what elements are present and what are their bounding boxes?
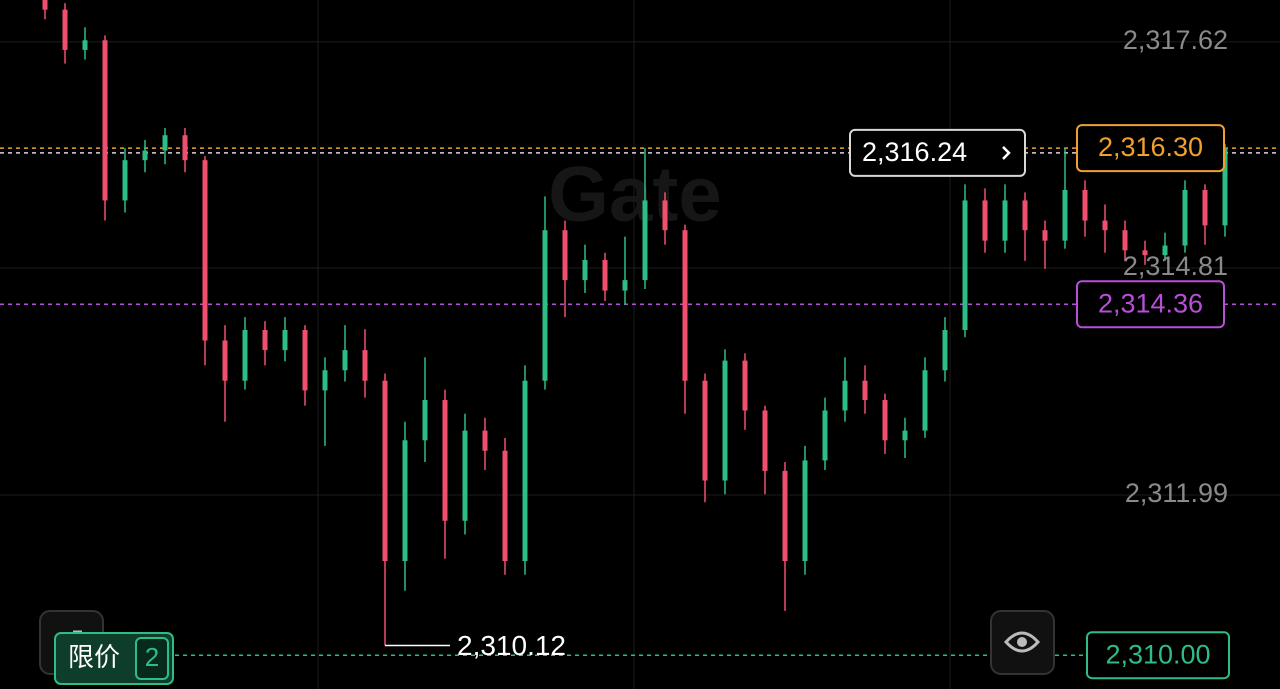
price-tag-label: 2,316.24 bbox=[862, 137, 967, 167]
candle-body bbox=[382, 380, 388, 562]
candle-body bbox=[502, 450, 508, 562]
candle-body bbox=[482, 430, 488, 451]
candle-body bbox=[662, 200, 668, 231]
candle-body bbox=[1122, 230, 1128, 251]
candle-body bbox=[122, 160, 128, 201]
candle-body bbox=[562, 230, 568, 281]
candle-body bbox=[1222, 148, 1228, 226]
candle-body bbox=[62, 9, 68, 50]
candle-body bbox=[842, 380, 848, 411]
price-tag-label: 2,310.00 bbox=[1105, 639, 1210, 669]
candle-body bbox=[302, 330, 308, 391]
candle-body bbox=[1042, 230, 1048, 241]
watermark: Gate bbox=[548, 150, 721, 238]
candle-body bbox=[962, 200, 968, 331]
order-tag[interactable]: 限价 2 bbox=[54, 632, 174, 685]
candle-body bbox=[722, 360, 728, 481]
candle-body bbox=[1102, 220, 1108, 231]
candle-body bbox=[362, 350, 368, 381]
price-lines bbox=[0, 147, 1280, 656]
candle-body bbox=[862, 380, 868, 401]
eye-pupil bbox=[1017, 637, 1027, 647]
chevron-icon bbox=[1002, 146, 1011, 160]
vertical-grid bbox=[317, 0, 951, 689]
y-tick-label: 2,317.62 bbox=[1123, 25, 1228, 55]
candle-body bbox=[822, 410, 828, 461]
candle-body bbox=[322, 370, 328, 391]
candle-body bbox=[602, 259, 608, 291]
candle-body bbox=[1142, 250, 1148, 256]
price-tag: 2,314.36 bbox=[1076, 280, 1225, 329]
low-marker-label: 2,310.12 bbox=[457, 630, 566, 661]
price-tag[interactable]: 2,316.24 bbox=[849, 128, 1026, 177]
price-tag-box bbox=[1076, 124, 1225, 173]
candle-body bbox=[522, 380, 528, 562]
candle-body bbox=[162, 135, 168, 151]
candle-body bbox=[1002, 200, 1008, 241]
candle-body bbox=[262, 330, 268, 351]
price-tag-box bbox=[1076, 280, 1225, 329]
candle-body bbox=[922, 370, 928, 431]
price-tag: 2,310.00 bbox=[1086, 631, 1230, 680]
candle-body bbox=[542, 230, 548, 381]
price-tag-label: 2,316.30 bbox=[1098, 132, 1203, 162]
grid bbox=[0, 41, 1280, 496]
price-tag: 2,316.30 bbox=[1076, 124, 1225, 173]
candle-body bbox=[942, 330, 948, 371]
candle-body bbox=[682, 230, 688, 381]
candle-body bbox=[182, 135, 188, 161]
candle-body bbox=[642, 200, 648, 281]
visibility-button[interactable] bbox=[990, 610, 1055, 675]
candle-body bbox=[1202, 189, 1208, 226]
candle-body bbox=[1182, 189, 1188, 246]
candle-body bbox=[1162, 245, 1168, 256]
candle-body bbox=[342, 350, 348, 371]
candle-body bbox=[102, 40, 108, 201]
candle-body bbox=[582, 259, 588, 281]
candle-body bbox=[242, 330, 248, 381]
candle-body bbox=[142, 150, 148, 161]
candle-body bbox=[42, 0, 48, 10]
candle-body bbox=[742, 360, 748, 411]
candle-body bbox=[1062, 189, 1068, 241]
price-tag-box bbox=[1086, 631, 1230, 680]
candle-body bbox=[882, 400, 888, 441]
candle-body bbox=[462, 430, 468, 521]
eye-icon bbox=[1003, 631, 1041, 653]
candle-body bbox=[1082, 189, 1088, 221]
candle-body bbox=[622, 280, 628, 291]
candle-body bbox=[442, 400, 448, 521]
candle-body bbox=[222, 340, 228, 381]
candle-body bbox=[802, 460, 808, 562]
candle-body bbox=[202, 160, 208, 341]
y-tick-label: 2,311.99 bbox=[1125, 478, 1228, 508]
order-count-box bbox=[135, 637, 169, 680]
candle-body bbox=[82, 40, 88, 50]
price-tag-label: 2,314.36 bbox=[1098, 288, 1203, 318]
candle-body bbox=[702, 380, 708, 481]
price-tag-box bbox=[849, 128, 1026, 177]
candle-body bbox=[982, 200, 988, 241]
candles bbox=[42, 0, 1228, 646]
y-tick-label: 2,314.81 bbox=[1123, 251, 1228, 281]
candle-body bbox=[1022, 200, 1028, 231]
candle-body bbox=[762, 410, 768, 471]
labels: 2,317.62 2,314.81 2,311.99 2,316.24 2,316.30… bbox=[385, 25, 1230, 680]
candle-body bbox=[282, 330, 288, 351]
order-type: 限价 bbox=[68, 642, 120, 672]
candle-body bbox=[402, 440, 408, 562]
candle-body bbox=[782, 470, 788, 562]
order-count: 2 bbox=[145, 642, 159, 672]
candle-body bbox=[422, 400, 428, 441]
candle-body bbox=[902, 430, 908, 441]
